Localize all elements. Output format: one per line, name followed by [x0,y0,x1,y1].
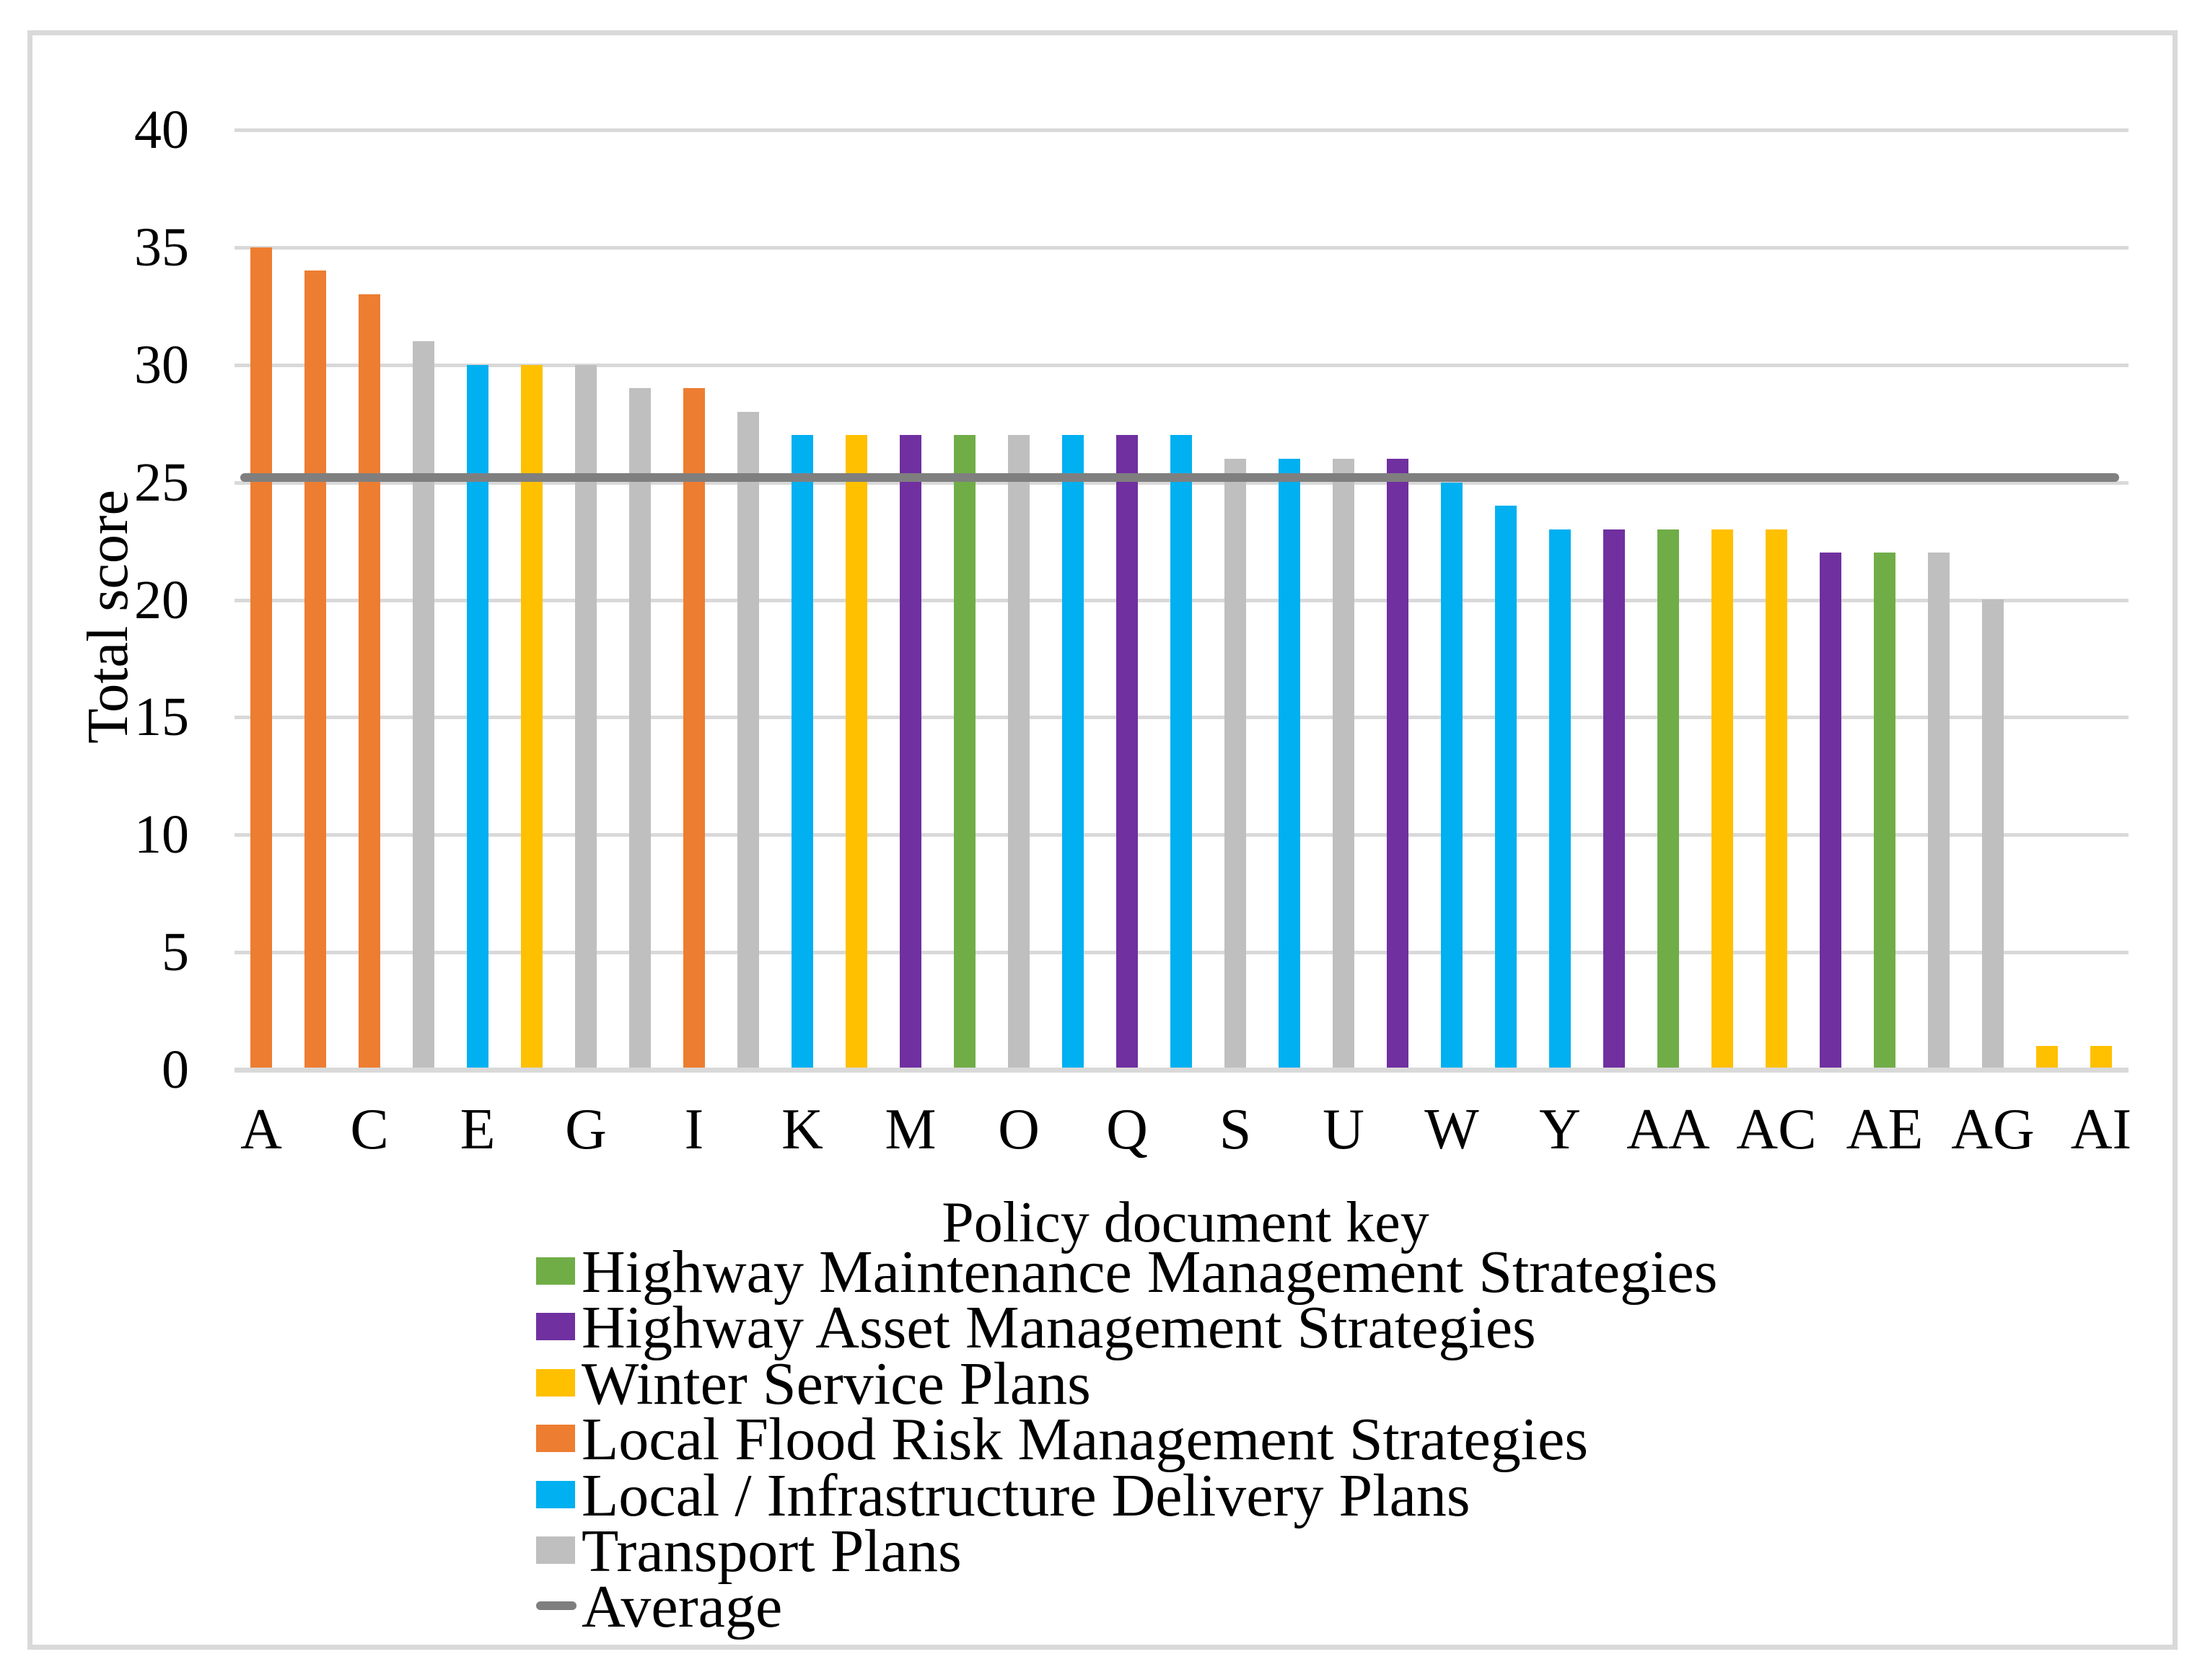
x-tick-U: U [1323,1098,1364,1161]
x-tick-AA: AA [1626,1098,1710,1161]
bar-AH [2036,1046,2058,1070]
bar-B [304,271,326,1070]
x-tick-O: O [998,1098,1040,1161]
x-tick-AC: AC [1736,1098,1817,1161]
bar-N [954,435,976,1070]
bar-AA [1657,529,1679,1070]
y-tick-20: 20 [134,570,189,630]
gridline-30 [234,364,2129,367]
legend-label: Highway Maintenance Management Strategie… [582,1239,1718,1306]
bar-AF [1928,553,1950,1070]
x-tick-M: M [885,1098,937,1161]
bar-T [1279,459,1300,1070]
legend-swatch [536,1536,575,1564]
gridline-0 [234,1068,2129,1073]
bar-D [413,341,434,1070]
bar-AE [1874,553,1895,1070]
legend-label: Highway Asset Management Strategies [582,1294,1536,1361]
x-tick-Y: Y [1539,1098,1581,1161]
x-tick-S: S [1219,1098,1252,1161]
bar-J [737,412,759,1070]
bar-A [250,247,272,1070]
y-tick-5: 5 [162,922,189,982]
average-line [240,473,2119,482]
gridline-35 [234,246,2129,250]
bar-K [792,435,813,1070]
legend-swatch [536,1313,575,1340]
bar-Y [1549,529,1571,1070]
x-tick-AI: AI [2070,1098,2132,1161]
bar-AC [1766,529,1787,1070]
x-tick-K: K [781,1098,823,1161]
legend-label: Local / Infrastructure Delivery Plans [582,1462,1470,1529]
legend-label: Local Flood Risk Management Strategies [582,1406,1589,1473]
x-axis-title: Policy document key [942,1191,1429,1254]
legend-label: Average [582,1573,783,1640]
bar-X [1495,506,1517,1070]
bar-Z [1603,529,1625,1070]
bar-M [900,435,921,1070]
y-axis-title: Total score [76,489,140,744]
gridline-40 [234,128,2129,132]
legend-swatch [536,1257,575,1285]
y-tick-10: 10 [134,804,189,865]
bar-AI [2090,1046,2112,1070]
y-tick-40: 40 [134,100,189,160]
x-tick-I: I [684,1098,704,1161]
legend-swatch [536,1481,575,1508]
bar-AG [1982,599,2004,1070]
bar-F [521,365,543,1070]
bar-P [1062,435,1084,1070]
bar-L [846,435,867,1070]
bar-Q [1116,435,1138,1070]
bar-AD [1820,553,1841,1070]
x-tick-E: E [460,1098,496,1161]
y-tick-15: 15 [134,687,189,747]
y-tick-30: 30 [134,335,189,395]
x-tick-A: A [240,1098,282,1161]
x-tick-C: C [350,1098,389,1161]
y-tick-0: 0 [162,1039,189,1100]
bar-V [1387,459,1408,1070]
legend-line-marker [536,1601,577,1610]
bar-AB [1711,529,1733,1070]
bar-W [1441,483,1463,1070]
bar-E [467,365,488,1070]
y-tick-25: 25 [134,452,189,513]
figure-border [27,30,2178,1650]
legend-label: Transport Plans [582,1518,962,1585]
x-tick-AE: AE [1846,1098,1924,1161]
legend-swatch [536,1369,575,1397]
legend-swatch [536,1425,575,1452]
bar-C [359,294,380,1070]
bar-H [629,388,651,1070]
bar-R [1170,435,1192,1070]
bar-O [1008,435,1030,1070]
x-tick-G: G [565,1098,607,1161]
legend-label: Winter Service Plans [582,1350,1091,1417]
bar-U [1333,459,1354,1070]
bar-I [683,388,705,1070]
x-tick-W: W [1424,1098,1479,1161]
bar-S [1224,459,1246,1070]
bar-G [575,365,597,1070]
x-tick-AG: AG [1951,1098,2035,1161]
y-tick-35: 35 [134,217,189,278]
x-tick-Q: Q [1106,1098,1148,1161]
